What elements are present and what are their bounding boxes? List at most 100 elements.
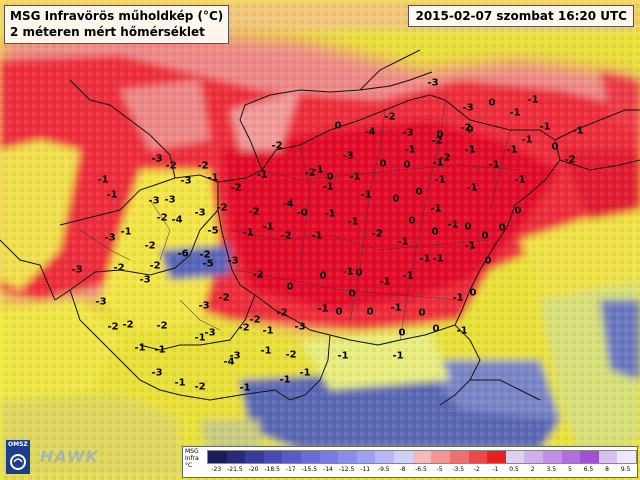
temperature-value: -2 <box>194 381 206 393</box>
romania-ukraine-border <box>559 159 640 171</box>
temperature-value: 0 <box>464 221 472 233</box>
temperature-value: -2 <box>271 140 283 152</box>
temperature-value: -1 <box>299 367 311 379</box>
temperature-value: -1 <box>279 374 291 386</box>
legend-swatch <box>487 451 506 463</box>
temperature-value: -3 <box>427 77 439 89</box>
temperature-value: -2 <box>107 321 119 333</box>
legend-swatch <box>524 451 543 463</box>
temperature-value: 0 <box>348 288 356 300</box>
temperature-value: -1 <box>239 382 251 394</box>
temperature-value: -2 <box>156 212 168 224</box>
temperature-value: -1 <box>509 107 521 119</box>
temperature-value: -3 <box>164 194 176 206</box>
temperature-value: 0 <box>418 307 426 319</box>
temperature-value: -2 <box>564 154 576 166</box>
temperature-value: -2 <box>252 269 264 281</box>
temperature-value: -1 <box>392 350 404 362</box>
legend-tick-label: -11 <box>360 466 371 473</box>
temperature-value: -2 <box>280 230 292 242</box>
temperature-value: -1 <box>134 342 146 354</box>
legend-label-line: MSG <box>185 448 199 455</box>
croatia-serbia-border <box>139 294 256 351</box>
temperature-value: -1 <box>447 219 459 231</box>
temperature-value: -1 <box>514 174 526 186</box>
temperature-value: -3 <box>402 127 414 139</box>
temperature-value: -1 <box>260 345 272 357</box>
temperature-value: 0 <box>431 226 439 238</box>
legend-tick-label: 5 <box>567 466 572 473</box>
legend-tick-label: -2 <box>473 466 480 473</box>
legend-swatch <box>394 451 413 463</box>
legend-swatch <box>449 451 469 463</box>
temperature-value: -5 <box>207 225 219 237</box>
temperature-value: -1 <box>342 266 354 278</box>
legend-tick-label: -6.5 <box>415 466 427 473</box>
legend-swatch <box>580 451 599 463</box>
legend-swatch <box>282 451 302 463</box>
temperature-value: -3 <box>180 175 192 187</box>
temperature-value: -2 <box>144 240 156 252</box>
legend-swatch <box>375 451 395 463</box>
poland-border <box>359 49 421 91</box>
temperature-value: -2 <box>216 202 228 214</box>
legend-tick-label: -15.5 <box>301 466 318 473</box>
temperature-value: -2 <box>197 160 209 172</box>
ukraine-border <box>554 109 640 141</box>
temperature-value: -1 <box>456 325 468 337</box>
eastern-border <box>470 379 541 401</box>
temperature-value: -1 <box>360 189 372 201</box>
title-line-2: 2 méteren mért hőmérséklet <box>10 25 205 39</box>
legend-tick-label: -12.5 <box>338 466 355 473</box>
temperature-value: 0 <box>481 230 489 242</box>
legend-swatch <box>412 451 432 463</box>
temperature-value: -2 <box>285 349 297 361</box>
temperature-value: -2 <box>165 160 177 172</box>
temperature-value: 0 <box>484 255 492 267</box>
temperature-value: -1 <box>539 121 551 133</box>
temperature-value: -2 <box>248 206 260 218</box>
temperature-value: -1 <box>506 144 518 156</box>
legend-tick-label: -21.5 <box>227 466 243 473</box>
temperature-value: 0 <box>355 267 363 279</box>
legend-swatch <box>468 451 488 463</box>
left-coast <box>0 239 56 301</box>
temperature-value: -2 <box>460 122 472 134</box>
romania-border <box>439 324 481 406</box>
temperature-value: -1 <box>404 144 416 156</box>
temperature-value: 0 <box>436 129 444 141</box>
legend-tick-label: 2 <box>530 466 535 473</box>
legend-swatch <box>263 451 283 463</box>
serbia-border <box>274 334 331 401</box>
temperature-value: -3 <box>151 153 163 165</box>
legend-swatch <box>617 451 637 463</box>
border-lines <box>0 49 640 406</box>
temperature-value: 0 <box>286 281 294 293</box>
temperature-value: -1 <box>322 181 334 193</box>
temperature-value: -1 <box>488 159 500 171</box>
legend-tick-label: -20 <box>248 466 259 473</box>
legend-swatch <box>208 451 227 463</box>
temperature-value: 0 <box>408 215 416 227</box>
temperature-value: -1 <box>312 164 324 176</box>
temperature-value: -2 <box>384 111 396 123</box>
temperature-value: 0 <box>551 141 559 153</box>
temperature-value: -1 <box>154 344 166 356</box>
temperature-value: -2 <box>431 135 443 147</box>
temperature-value: -2 <box>238 322 250 334</box>
temperature-value: -3 <box>294 321 306 333</box>
temperature-value: -3 <box>104 232 116 244</box>
bosnia-border <box>69 289 181 396</box>
temperature-value: 0 <box>415 186 423 198</box>
temperature-value: -1 <box>466 182 478 194</box>
temperature-value: -1 <box>464 240 476 252</box>
temperature-value: -5 <box>202 258 214 270</box>
austria-border <box>59 174 219 226</box>
legend-swatch <box>542 451 562 463</box>
legend-swatch <box>598 451 618 463</box>
logo-text: OMSZ <box>8 441 28 448</box>
temperature-value: 0 <box>466 124 474 136</box>
timestamp-label: 2015-02-07 szombat 16:20 UTC <box>408 5 634 27</box>
temperature-value: -3 <box>204 327 216 339</box>
legend-swatch <box>245 451 264 463</box>
